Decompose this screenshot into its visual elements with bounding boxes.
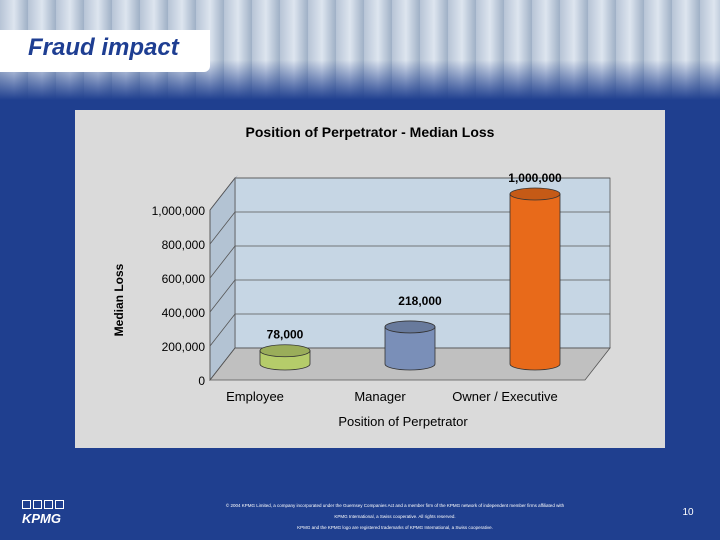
- gridline: [209, 245, 610, 279]
- footer-line-2: KPMG International, a Swiss cooperative.…: [334, 514, 456, 519]
- y-tick-label: 600,000: [162, 272, 206, 286]
- chart: Position of Perpetrator - Median Loss Me…: [112, 124, 611, 429]
- bar-owner-executive: [509, 193, 561, 371]
- title-band: [0, 30, 210, 72]
- y-axis-label: Median Loss: [112, 263, 126, 336]
- plot-side-wall: [209, 176, 236, 382]
- gridline: [209, 177, 610, 211]
- y-tick-label: 800,000: [162, 238, 206, 252]
- bar-top-cap: [384, 320, 436, 334]
- footer-copyright: © 2004 KPMG Limited, a company incorpora…: [210, 500, 580, 533]
- footer-line-1: © 2004 KPMG Limited, a company incorpora…: [225, 503, 565, 508]
- bar-top-cap: [259, 344, 311, 358]
- gridline: [209, 313, 610, 347]
- x-axis-label: Position of Perpetrator: [338, 414, 468, 429]
- x-tick-label: Employee: [226, 389, 284, 404]
- logo-text: KPMG: [22, 511, 61, 526]
- gridline: [209, 211, 610, 245]
- y-tick-label: 200,000: [162, 340, 206, 354]
- data-label: 78,000: [267, 328, 304, 342]
- page-number: 10: [682, 507, 694, 518]
- bar-top-cap: [509, 187, 561, 201]
- chart-title: Position of Perpetrator - Median Loss: [246, 124, 495, 140]
- y-tick-label: 400,000: [162, 306, 206, 320]
- logo-boxes: [22, 500, 82, 509]
- bar-manager: [384, 326, 436, 371]
- page-title: Fraud impact: [28, 34, 179, 61]
- footer-line-3: KPMG and the KPMG logo are registered tr…: [297, 525, 493, 530]
- x-tick-label: Manager: [354, 389, 406, 404]
- data-label: 1,000,000: [508, 171, 562, 185]
- kpmg-logo: KPMG: [22, 500, 82, 530]
- data-label: 218,000: [398, 294, 442, 308]
- y-tick-label: 1,000,000: [152, 204, 206, 218]
- gridline: [209, 279, 610, 313]
- chart-panel: Position of Perpetrator - Median Loss Me…: [75, 110, 665, 448]
- x-tick-label: Owner / Executive: [452, 389, 558, 404]
- y-tick-label: 0: [198, 374, 205, 388]
- gridline: [209, 347, 610, 381]
